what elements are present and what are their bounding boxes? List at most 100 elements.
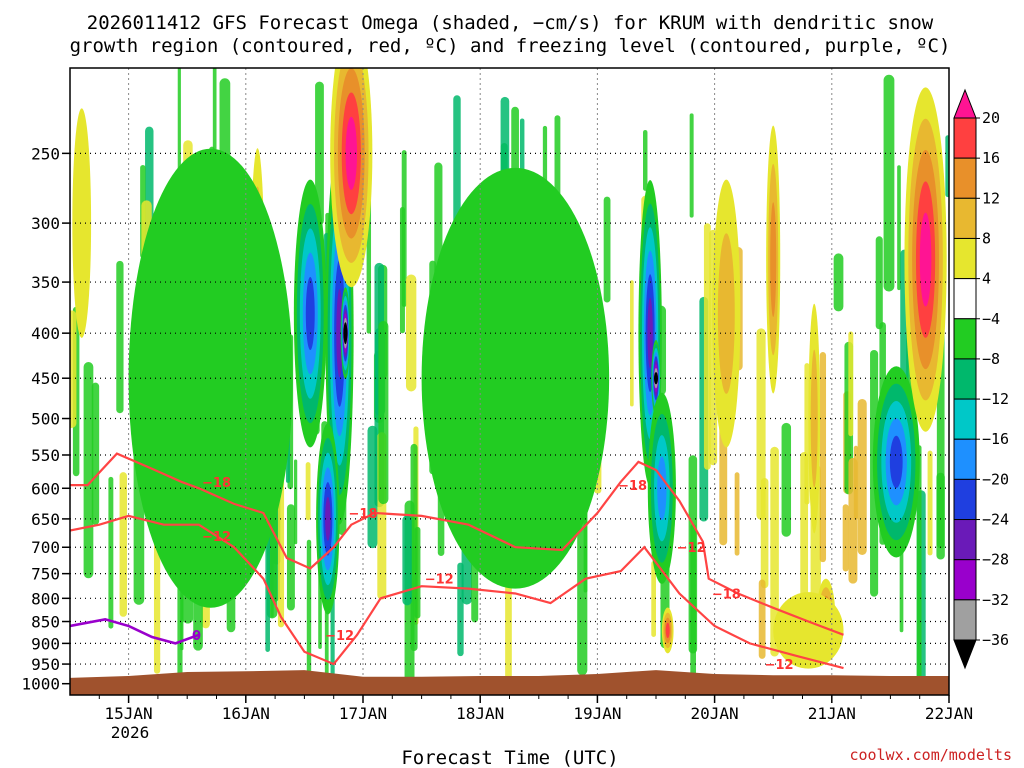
contour-labels: −18 −12 −18 −12 −12 −18 −12 −18 −12 0 [192,476,793,673]
terrain [70,670,949,695]
contour-label: −18 [349,507,378,522]
x-tick-label: 22JAN [925,704,973,723]
y-tick-label: 550 [31,446,60,465]
colorbar-label: 20 [982,109,1000,127]
omega-cell [889,435,903,488]
contour-label: −12 [765,658,794,673]
chart-title-line2: growth region (contoured, red, ºC) and f… [70,35,951,57]
x-tick-label: 16JAN [222,704,270,723]
colorbar-label: −28 [982,551,1009,569]
omega-cell [665,622,670,639]
colorbar-segment [953,358,977,400]
omega-streak [108,476,114,629]
contour-label: −18 [202,476,231,491]
colorbar: 20 16 12 8 4 −4 −8 −12 −16 −20 −24 −28 −32 −36 [953,88,1009,670]
y-tick-label: 650 [31,510,60,529]
omega-cell [345,116,358,190]
contour-label: −18 [618,479,647,494]
omega-streak [848,331,854,437]
omega-streak [405,274,417,392]
omega-streak [770,446,779,657]
colorbar-label: −24 [982,511,1009,529]
omega-cell [72,108,92,338]
y-tick-label: 800 [31,589,60,608]
contour-label: −18 [712,588,741,603]
chart-title-line1: 2026011412 GFS Forecast Omega (shaded, −… [87,12,934,34]
omega-cell [325,496,331,541]
omega-cell [810,349,818,488]
omega-streak [630,280,634,407]
omega-cell [770,202,777,317]
omega-streak [119,472,127,617]
omega-streak [83,362,94,579]
colorbar-segment [953,398,977,440]
contour-label: −12 [202,530,231,545]
x-tick-label: 15JAN [105,704,153,723]
omega-streak [414,526,421,619]
omega-streak [294,459,298,545]
y-tick-label: 850 [31,613,60,632]
omega-cell [336,289,343,378]
x-tick-label: 19JAN [573,704,621,723]
colorbar-label: 4 [982,270,991,288]
omega-cell [305,277,315,351]
colorbar-label: −16 [982,430,1009,448]
omega-streak [875,236,883,330]
omega-streak [305,462,311,521]
y-tick-label: 700 [31,538,60,557]
colorbar-label: −20 [982,470,1009,488]
y-tick-label: 600 [31,479,60,498]
omega-cell [654,372,658,385]
omega-streak [703,223,711,470]
colorbar-segment [953,157,977,199]
omega-streak [883,74,895,292]
omega-streak [689,113,694,218]
x-axis-ticks: 15JAN 16JAN 17JAN 18JAN 19JAN 20JAN 21JAN 22JAN [98,695,973,723]
omega-streak [643,129,648,191]
y-tick-label: 500 [31,410,60,429]
y-tick-label: 750 [31,565,60,584]
x-tick-label: 20JAN [691,704,739,723]
colorbar-segment [953,519,977,561]
contour-label: −12 [325,629,354,644]
colorbar-segment [953,438,977,480]
terrain-fill [70,670,949,695]
omega-streak [378,320,389,505]
omega-streak [897,165,901,291]
dgz-contour-minus12 [70,514,844,670]
omega-streak [945,135,949,198]
colorbar-segment [953,88,977,119]
y-tick-label: 450 [31,369,60,388]
omega-streak [842,504,849,572]
omega-streak [402,515,412,606]
colorbar-segment [953,318,977,360]
colorbar-label: −8 [982,350,1000,368]
omega-streak [286,504,295,611]
colorbar-label: 8 [982,229,991,247]
y-tick-label: 350 [31,273,60,292]
colorbar-label: −12 [982,390,1009,408]
omega-streak [651,561,656,637]
x-axis-label: Forecast Time (UTC) [401,747,618,768]
colorbar-label: 16 [982,149,1000,167]
y-tick-label: 900 [31,634,60,653]
dgz-contour-minus18 [70,452,844,636]
contours [70,452,844,670]
colorbar-segment [953,117,977,159]
omega-cell [657,456,667,521]
contour-label: −12 [425,573,454,588]
omega-streak [756,328,766,520]
colorbar-label: −32 [982,591,1009,609]
colorbar-segment [953,237,977,280]
omega-streak [819,352,827,563]
colorbar-label: −4 [982,310,1000,328]
contour-label: 0 [192,629,201,644]
omega-cell [773,592,844,669]
omega-cell [717,233,735,394]
y-tick-label: 950 [31,655,60,674]
omega-streak [91,382,100,525]
omega-streak [734,472,740,556]
credit-text: coolwx.com/modelts [849,746,1012,764]
x-axis-year: 2026 [111,723,150,742]
